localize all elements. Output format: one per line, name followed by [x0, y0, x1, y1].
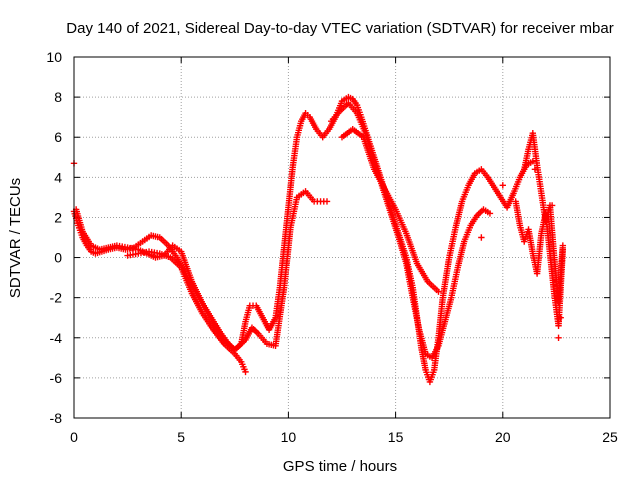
data-point — [478, 234, 485, 241]
data-point — [555, 334, 562, 341]
x-tick-label: 10 — [281, 429, 297, 445]
data-point — [557, 314, 564, 321]
plot-frame — [73, 56, 611, 419]
data-point — [242, 368, 249, 376]
data-point — [323, 198, 331, 205]
chart-title: Day 140 of 2021, Sidereal Day-to-day VTE… — [66, 20, 613, 37]
data-point — [499, 182, 506, 189]
y-axis-label: SDTVAR / TECUs — [7, 178, 24, 298]
x-tick-label: 25 — [602, 429, 618, 445]
data-point — [559, 242, 567, 249]
y-tick-label: 8 — [54, 89, 62, 105]
y-tick-label: 6 — [54, 129, 62, 145]
x-tick-label: 20 — [495, 429, 511, 445]
series-track-c — [124, 248, 249, 376]
series-track-b — [72, 188, 331, 354]
y-tick-label: 10 — [46, 49, 62, 65]
x-axis-label: GPS time / hours — [283, 458, 397, 475]
y-tick-label: 2 — [54, 209, 62, 225]
y-tick-label: 0 — [54, 250, 62, 266]
data-point — [548, 202, 556, 209]
y-tick-label: 4 — [54, 169, 62, 185]
data-point — [531, 166, 539, 173]
data-layer — [70, 93, 567, 386]
y-tick-label: -2 — [50, 290, 63, 306]
x-tick-label: 15 — [388, 429, 404, 445]
series-track-e — [338, 126, 442, 295]
data-point — [553, 278, 560, 285]
x-tick-label: 0 — [70, 429, 78, 445]
y-tick-label: -8 — [50, 410, 63, 426]
y-tick-label: -6 — [50, 370, 63, 386]
y-tick-label: -4 — [50, 330, 63, 346]
x-tick-label: 5 — [177, 429, 185, 445]
data-point — [486, 210, 494, 217]
data-point — [435, 288, 442, 295]
